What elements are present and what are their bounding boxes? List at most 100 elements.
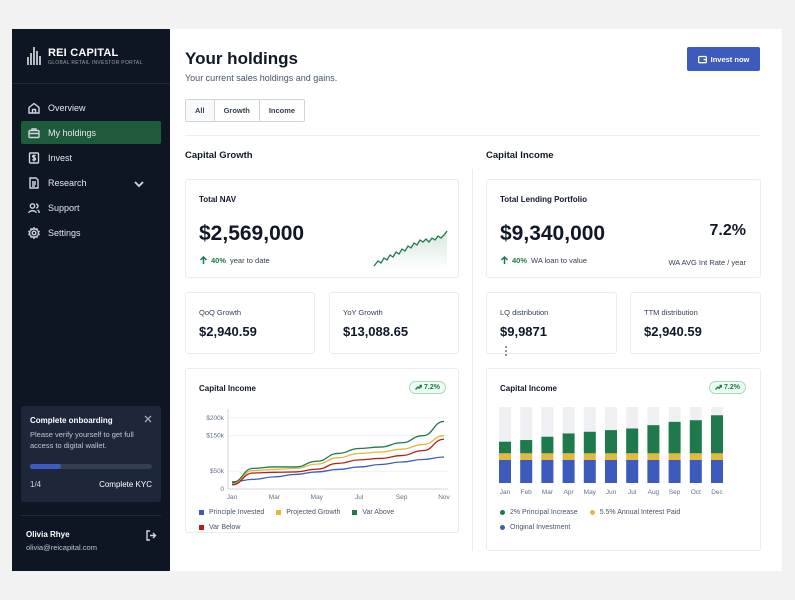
bar-segment-2-principal-increase [583,431,596,454]
ttm-label: TTM distribution [644,308,698,317]
user-name: Olivia Rhye [26,530,70,539]
int-rate-value: 7.2% [709,222,746,239]
x-tick-label: Nov [438,494,450,501]
trend-up-icon [715,384,723,390]
y-tick-label: $200k [206,415,224,422]
arrow-up-icon [500,256,509,264]
x-tick-label: May [584,489,597,496]
briefcase-icon [28,127,40,138]
bar-segment-2-principal-increase [647,425,660,454]
total-nav-trend: 40% year to date [199,256,270,265]
sidebar-divider [21,515,161,516]
bar-chart: Jan Feb Mar Apr May Jun Jul Aug Sep Oct Dec [499,407,724,496]
column-divider [472,169,473,551]
x-tick-label: Apr [564,489,575,496]
trend-text: year to date [230,256,270,265]
legend-original-investment: Original Investment [500,524,570,531]
bar-segment-original-investment [668,459,681,483]
trend-percent: 40% [512,256,528,265]
trend-percent: 40% [211,256,227,265]
legend-var-below: Var Below [199,524,240,531]
legend-swatch [276,510,282,515]
legend-swatch [199,510,204,515]
income-chip: 7.2% [709,381,746,394]
bar-segment-original-investment [647,459,660,483]
brand-subtitle: GLOBAL RETAIL INVESTOR PORTAL [48,59,143,66]
series-line-projected-growth [231,435,445,485]
legend-projected-growth: Projected Growth [276,509,340,516]
x-tick-label: Aug [648,489,660,496]
lending-trend: 40% WA loan to value [500,256,587,265]
legend-swatch [500,525,505,530]
x-tick-label: Jul [628,489,637,496]
onboarding-progress-bar [30,464,152,469]
page-subtitle: Your current sales holdings and gains. [185,73,338,83]
brand[interactable]: REI CAPITAL GLOBAL RETAIL INVESTOR PORTA… [26,45,143,67]
sidebar-item-label: Research [48,177,87,188]
complete-kyc-link[interactable]: Complete KYC [99,480,152,489]
y-tick-label: 0 [220,486,224,493]
x-tick-label: Dec [711,489,723,496]
user-email: olivia@reicapital.com [26,543,97,552]
lq-label: LQ distribution [500,308,549,317]
yoy-value: $13,088.65 [343,324,409,339]
legend-swatch [500,510,505,515]
x-tick-label: Jan [500,489,511,496]
tab-income[interactable]: Income [268,106,296,115]
sidebar-item-settings[interactable]: Settings [21,221,161,244]
arrow-up-icon [199,256,208,264]
x-tick-label: Feb [521,489,533,496]
onboarding-card: Complete onboarding Please verify yourse… [21,406,161,502]
legend-label: Principle Invested [209,509,265,516]
bar-chart-legend: 2% Principal Increase 5.5% Annual Intere… [500,509,760,539]
sidebar-item-label: Settings [48,227,81,238]
sidebar-item-my-holdings[interactable]: My holdings [21,121,161,144]
chevron-down-icon[interactable] [133,178,145,190]
nav-sparkline [373,230,448,270]
legend-principle-invested: Principle Invested [199,509,264,516]
legend-principal-increase: 2% Principal Increase [500,509,578,516]
legend-label: Var Below [209,524,241,531]
yoy-label: YoY Growth [343,308,383,317]
onboarding-text: Please verify yourself to get full acces… [30,430,134,450]
tab-all[interactable]: All [186,100,215,121]
app-window: REI CAPITAL GLOBAL RETAIL INVESTOR PORTA… [12,29,782,571]
invest-now-button[interactable]: Invest now [687,47,760,71]
logout-icon[interactable] [146,530,157,541]
y-tick-label: $50k [210,468,225,475]
legend-label: Projected Growth [286,509,341,516]
y-tick-label: $150k [206,433,224,440]
qoq-label: QoQ Growth [199,308,242,317]
bar-segment-original-investment [605,459,617,483]
sparkline-area [374,231,447,270]
sidebar-item-invest[interactable]: Invest [21,146,161,169]
tab-growth[interactable]: Growth [215,100,260,121]
home-icon [28,102,40,114]
legend-swatch [589,510,595,515]
qoq-growth-card: QoQ Growth $2,940.59 [185,292,315,354]
bar-segment-original-investment [689,459,702,483]
yoy-growth-card: YoY Growth $13,088.65 [329,292,459,354]
line-chart: 0 $50k $150k $200k Jan Mar May Jul Sep Nov [206,409,451,501]
sidebar-item-research[interactable]: Research [21,171,161,194]
bar-segment-5-5-annual-interest-paid [583,453,596,460]
close-icon[interactable] [144,415,152,423]
x-tick-label: Mar [269,494,281,501]
sidebar-item-support[interactable]: Support [21,196,161,219]
ttm-distribution-card: TTM distribution $2,940.59 [630,292,761,354]
sidebar-item-label: My holdings [48,127,97,138]
legend-label: 2% Principal Increase [510,509,578,516]
x-tick-label: Oct [691,489,701,496]
qoq-value: $2,940.59 [199,324,257,339]
sidebar-item-overview[interactable]: Overview [21,96,161,119]
bar-segment-5-5-annual-interest-paid [711,453,723,460]
chart-title: Capital Income [500,384,557,393]
bar-segment-original-investment [711,459,723,483]
legend-swatch [199,525,204,530]
x-tick-label: Jan [227,494,238,501]
legend-swatch [352,510,358,515]
bar-segment-original-investment [583,459,596,483]
bar-segment-2-principal-increase [626,428,639,454]
more-vertical-icon[interactable] [504,345,508,357]
bar-segment-original-investment [499,459,511,483]
